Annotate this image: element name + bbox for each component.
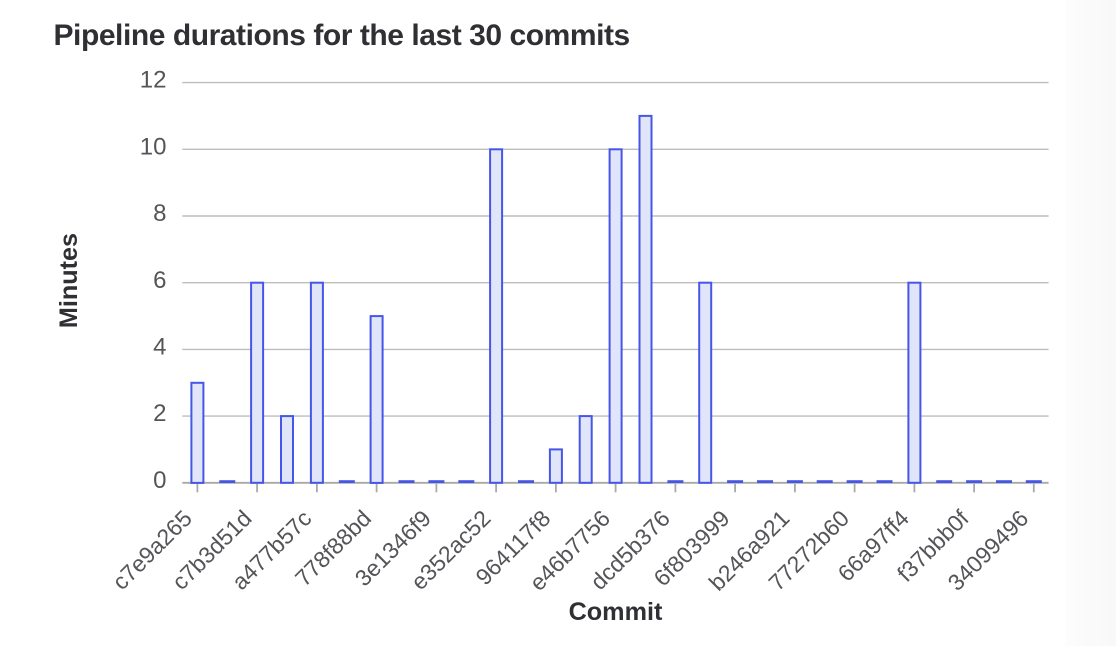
svg-text:12: 12 [140,67,167,94]
svg-text:Commit: Commit [569,598,663,626]
svg-text:Pipeline durations for the las: Pipeline durations for the last 30 commi… [54,19,630,52]
svg-text:4: 4 [153,334,166,361]
svg-text:Minutes: Minutes [55,233,83,328]
svg-text:10: 10 [140,133,167,160]
svg-text:8: 8 [153,200,166,227]
svg-text:2: 2 [153,400,166,427]
svg-text:6: 6 [153,267,166,294]
svg-text:0: 0 [153,467,166,494]
